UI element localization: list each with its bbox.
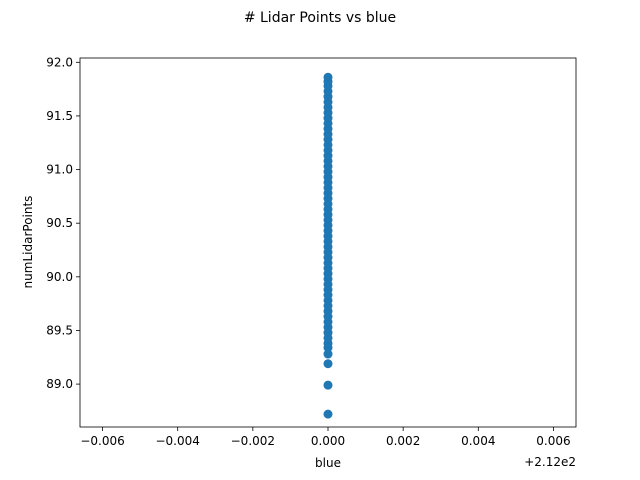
data-point xyxy=(323,359,333,369)
y-tick-label: 90.5 xyxy=(46,216,73,230)
x-tick-label: −0.004 xyxy=(155,434,199,448)
x-tick-label: 0.002 xyxy=(386,434,420,448)
data-point xyxy=(323,72,333,82)
x-tick-label: −0.006 xyxy=(80,434,124,448)
data-point xyxy=(323,380,333,390)
x-axis: −0.006 −0.004 −0.002 0.000 0.002 0.004 0.006 xyxy=(80,427,571,448)
x-tick-label: 0.000 xyxy=(311,434,345,448)
x-tick-label: −0.002 xyxy=(231,434,275,448)
y-tick-label: 89.0 xyxy=(46,377,73,391)
y-axis-label: numLidarPoints xyxy=(21,196,35,289)
y-axis: 89.0 89.5 90.0 90.5 91.0 91.5 92.0 xyxy=(46,55,80,391)
chart-title: # Lidar Points vs blue xyxy=(244,10,396,26)
x-tick-label: 0.004 xyxy=(461,434,495,448)
y-tick-label: 91.0 xyxy=(46,163,73,177)
y-tick-label: 91.5 xyxy=(46,109,73,123)
x-offset-label: +2.12e2 xyxy=(524,455,576,469)
data-point xyxy=(323,409,333,419)
y-tick-label: 90.0 xyxy=(46,270,73,284)
x-axis-label: blue xyxy=(315,456,341,470)
x-tick-label: 0.006 xyxy=(536,434,570,448)
data-points xyxy=(323,72,333,419)
data-point xyxy=(323,349,333,359)
y-tick-label: 92.0 xyxy=(46,55,73,69)
y-tick-label: 89.5 xyxy=(46,323,73,337)
